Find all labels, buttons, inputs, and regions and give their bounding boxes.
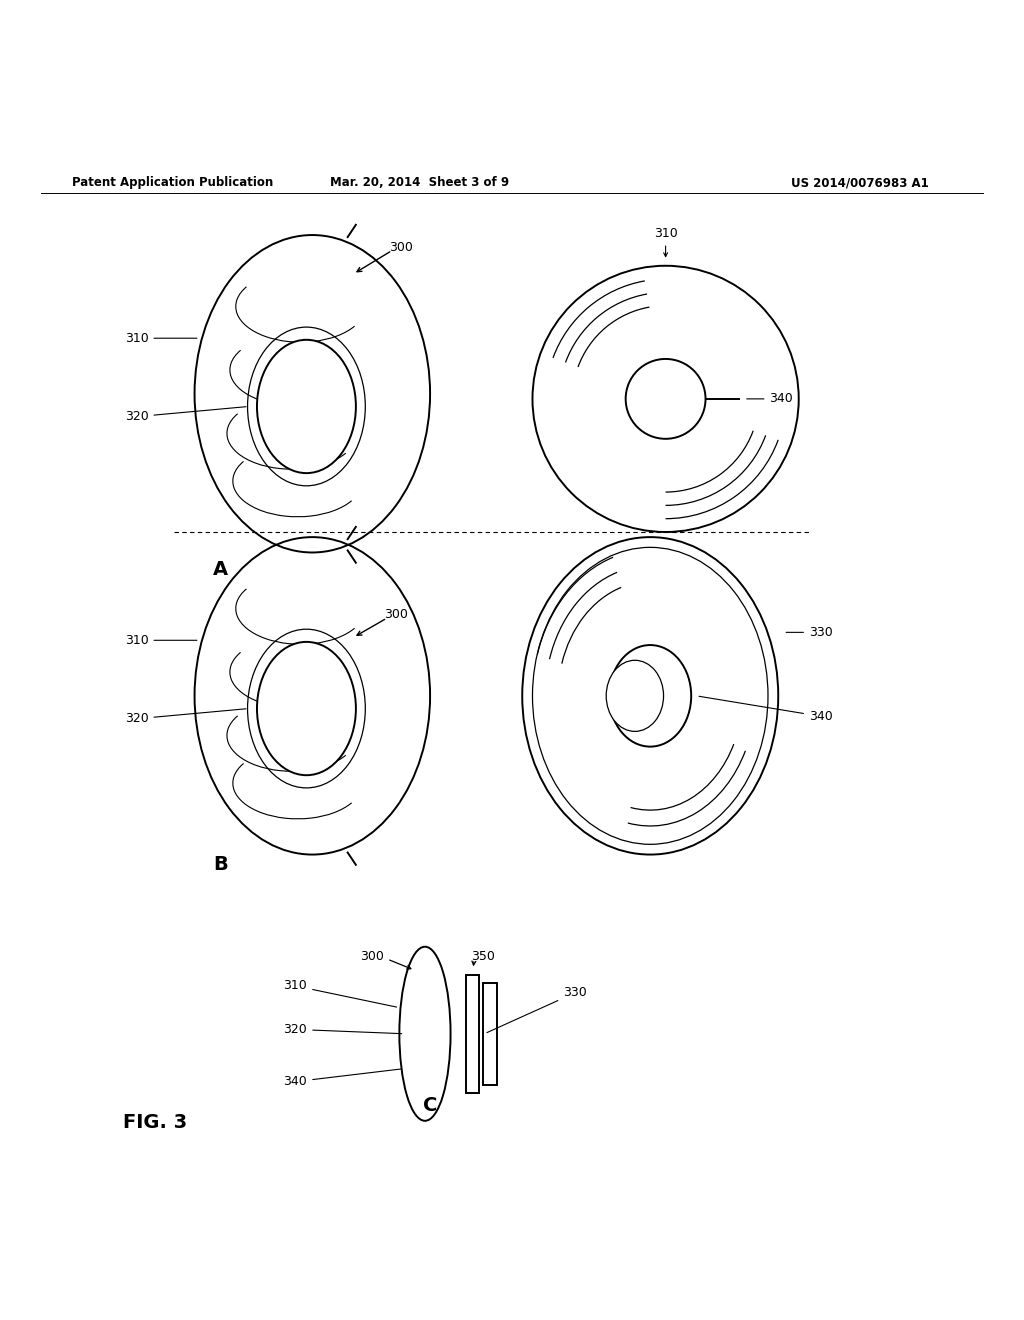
Text: 320: 320 [284, 1023, 401, 1036]
Text: 310: 310 [125, 331, 197, 345]
Ellipse shape [257, 339, 356, 473]
Text: 320: 320 [125, 407, 246, 424]
Ellipse shape [606, 660, 664, 731]
Text: B: B [213, 855, 227, 874]
Text: 300: 300 [360, 950, 384, 964]
Text: 310: 310 [653, 227, 678, 240]
Ellipse shape [257, 642, 356, 775]
Text: 310: 310 [125, 634, 197, 647]
Text: C: C [423, 1096, 437, 1115]
Circle shape [532, 265, 799, 532]
Text: US 2014/0076983 A1: US 2014/0076983 A1 [792, 177, 929, 189]
Text: FIG. 3: FIG. 3 [123, 1113, 187, 1133]
Bar [483, 982, 497, 1085]
Text: 310: 310 [284, 979, 396, 1007]
Text: 320: 320 [125, 709, 246, 725]
Text: 330: 330 [786, 626, 833, 639]
Text: A: A [213, 561, 227, 579]
Ellipse shape [522, 537, 778, 854]
Text: 300: 300 [384, 609, 408, 622]
Ellipse shape [399, 946, 451, 1121]
Text: 330: 330 [486, 986, 587, 1032]
Text: Mar. 20, 2014  Sheet 3 of 9: Mar. 20, 2014 Sheet 3 of 9 [331, 177, 509, 189]
Bar [466, 975, 479, 1093]
Text: 300: 300 [389, 240, 413, 253]
Text: 340: 340 [746, 392, 794, 405]
Text: Patent Application Publication: Patent Application Publication [72, 177, 273, 189]
Circle shape [626, 359, 706, 438]
Ellipse shape [609, 645, 691, 747]
Text: 350: 350 [471, 950, 495, 964]
Text: 340: 340 [284, 1069, 401, 1088]
Text: 340: 340 [699, 696, 833, 723]
